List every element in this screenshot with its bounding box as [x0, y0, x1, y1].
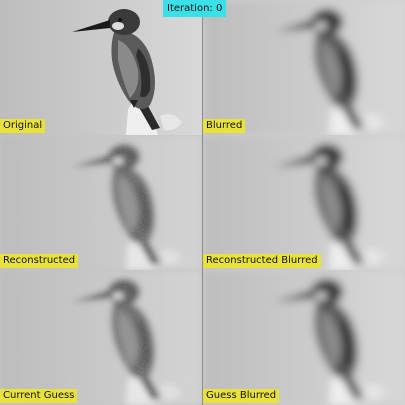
blurred-image [203, 0, 405, 135]
panel-reconstructed-blurred: Reconstructed Blurred [203, 135, 405, 270]
panel-reconstructed: Reconstructed [0, 135, 202, 270]
label-original: Original [0, 119, 46, 133]
panel-blurred: Blurred [203, 0, 405, 135]
panel-guess-blurred: Guess Blurred [203, 270, 405, 405]
iteration-counter: Iteration: 0 [163, 0, 227, 17]
panel-current-guess: Current Guess [0, 270, 202, 405]
label-blurred: Blurred [203, 119, 246, 133]
current-guess-image [0, 270, 202, 405]
label-reconstructed: Reconstructed [0, 254, 79, 268]
label-reconstructed-blurred: Reconstructed Blurred [203, 254, 321, 268]
original-image [0, 0, 202, 135]
reconstructed-blurred-image [203, 135, 405, 270]
reconstructed-image [0, 135, 202, 270]
guess-blurred-image [203, 270, 405, 405]
panel-original: Original [0, 0, 202, 135]
label-guess-blurred: Guess Blurred [203, 389, 280, 403]
label-current-guess: Current Guess [0, 389, 78, 403]
